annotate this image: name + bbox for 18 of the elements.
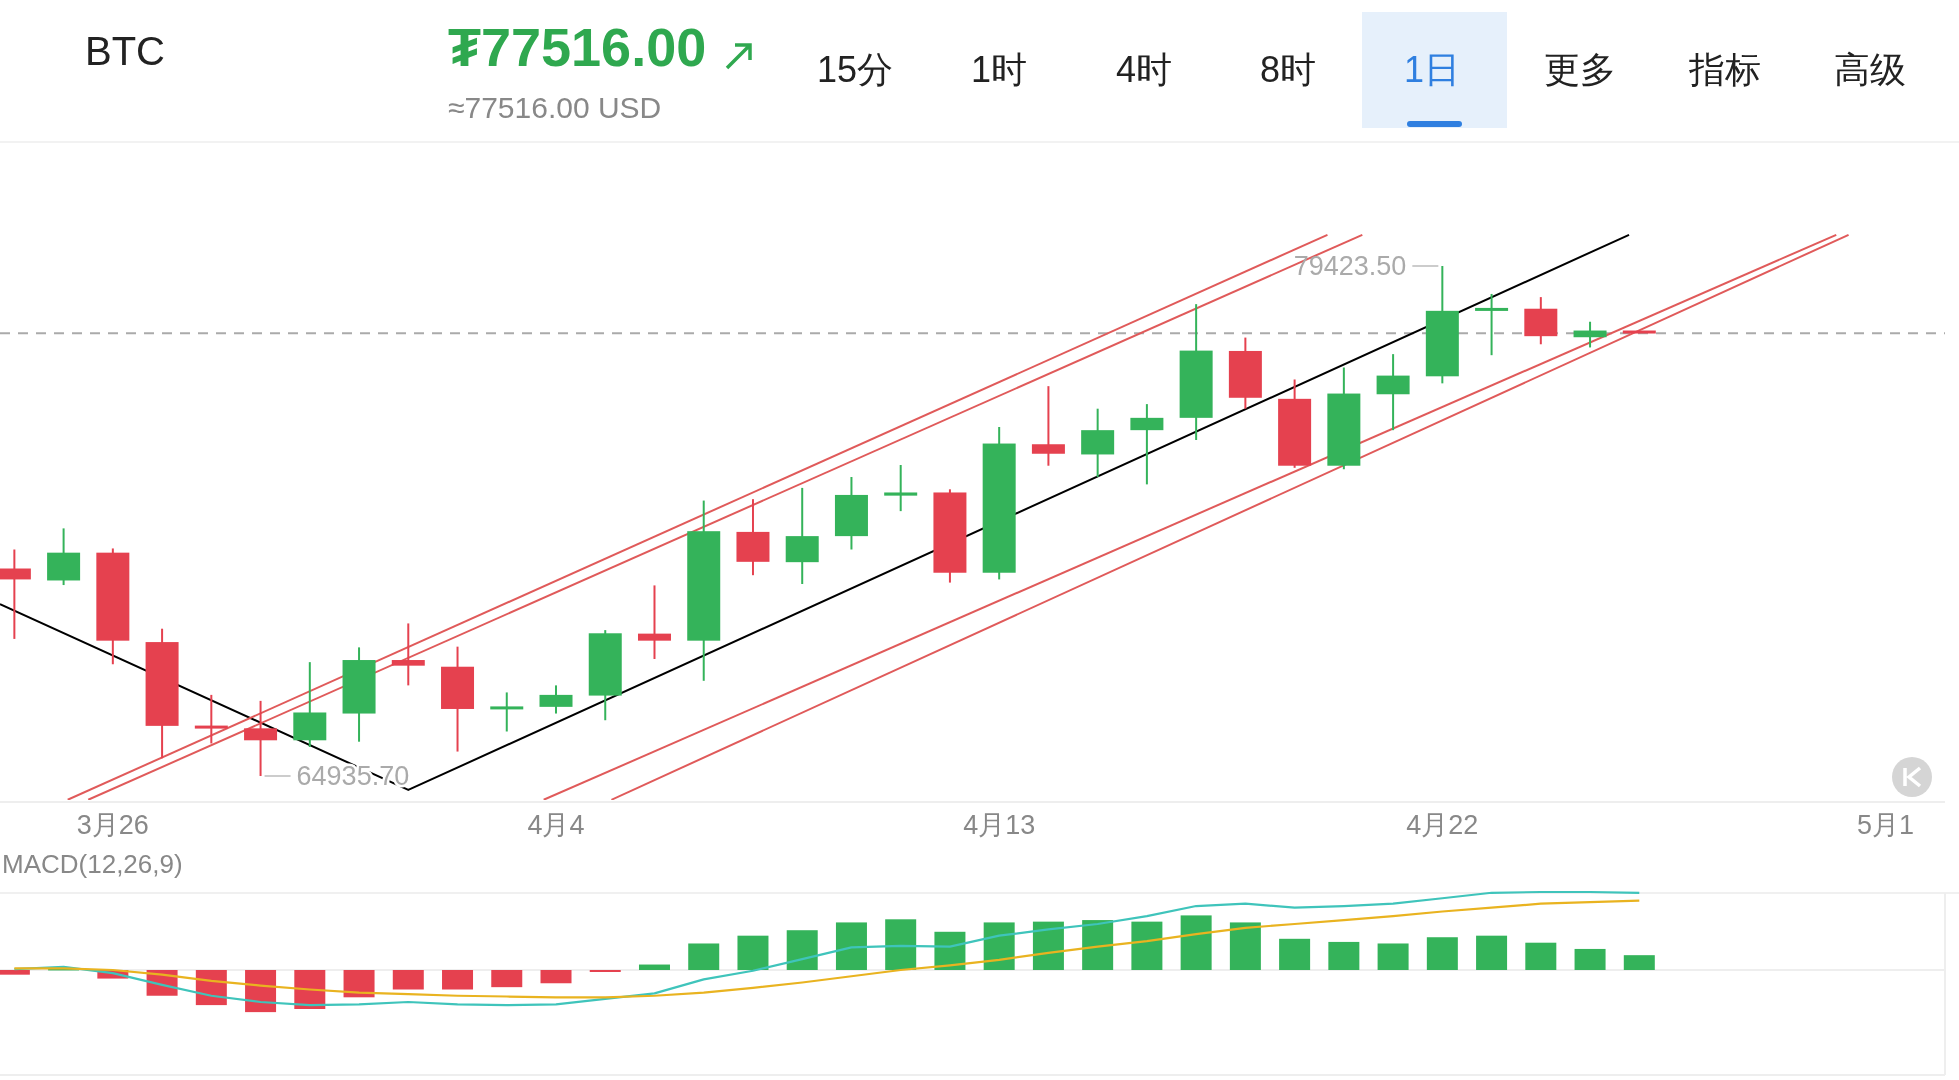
text: 高级 xyxy=(1834,49,1906,90)
text: 15分 xyxy=(816,49,894,90)
x-tick-label: 4月22 xyxy=(1406,810,1479,840)
x-tick-label: 4月13 xyxy=(963,810,1036,840)
text: BTC xyxy=(85,29,165,73)
text: 指标 xyxy=(1688,49,1761,90)
text: 更多 xyxy=(1544,49,1616,90)
x-tick-label: 5月1 xyxy=(1856,810,1915,840)
text: ₮77516.00 xyxy=(448,17,707,77)
text: 4时 xyxy=(1115,49,1173,90)
x-tick-label: 3月26 xyxy=(76,810,149,840)
x-tick-label: 4月4 xyxy=(527,810,585,840)
text: 8时 xyxy=(1259,49,1317,90)
chart-title: MACD(12,26,9) xyxy=(2,849,183,879)
text: 1日 xyxy=(1403,49,1461,90)
annotation: 79423.50 xyxy=(1293,251,1407,281)
text: 1时 xyxy=(970,49,1028,90)
text: ≈77516.00 USD xyxy=(448,91,662,124)
